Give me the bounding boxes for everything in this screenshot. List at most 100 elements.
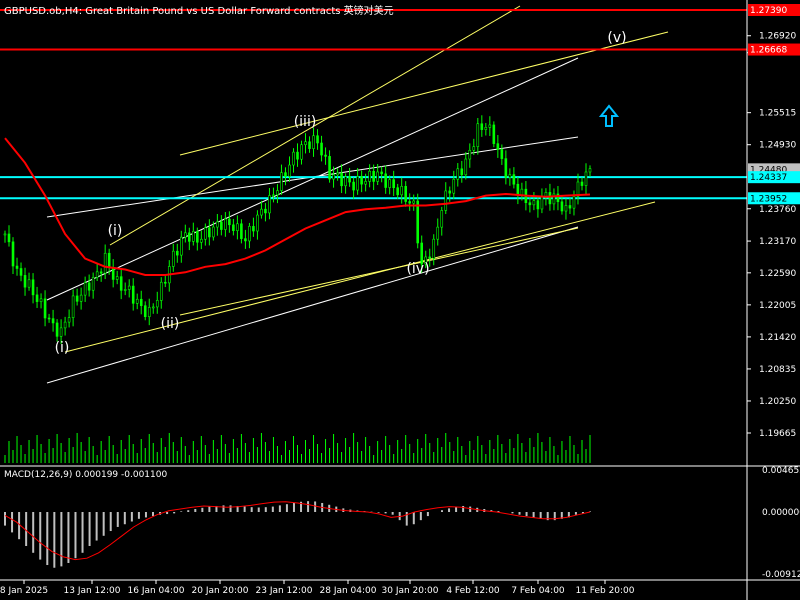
candle-body	[139, 298, 143, 306]
wave-label: (i)	[108, 223, 123, 239]
x-tick-label: 28 Jan 04:00	[320, 586, 377, 596]
macd-tick-label: 0.004652	[762, 466, 800, 476]
candle-body	[107, 252, 111, 268]
candle-body	[91, 277, 95, 291]
candle-body	[268, 195, 271, 214]
macd-label: MACD(12,26,9) 0.000199 -0.001100	[4, 470, 168, 480]
candle-body	[416, 200, 420, 244]
x-tick-label: 7 Feb 04:00	[511, 586, 565, 596]
candle-body	[79, 294, 83, 302]
candle-body	[488, 124, 492, 128]
up-arrow-icon	[598, 104, 620, 127]
candle-body	[364, 181, 367, 185]
price-tag	[748, 4, 800, 16]
moving-average-line	[4, 137, 591, 276]
candle-body	[244, 238, 247, 242]
candle-body	[123, 289, 127, 291]
candle-body	[396, 187, 399, 196]
x-tick-label: 8 Jan 2025	[0, 586, 48, 596]
x-tick-label: 13 Jan 12:00	[64, 586, 121, 596]
candle-body	[436, 226, 440, 240]
candle-body	[476, 123, 480, 147]
candle-body	[532, 200, 536, 206]
candle-body	[208, 227, 211, 238]
candle-body	[444, 190, 448, 211]
price-tag-label: 1.24480	[750, 165, 787, 175]
candle-body	[308, 141, 311, 149]
candle-body	[408, 201, 411, 204]
candle-body	[224, 218, 227, 230]
candle-body	[147, 307, 151, 317]
candle-body	[180, 236, 183, 256]
candle-body	[504, 158, 508, 178]
candle-body	[240, 223, 243, 239]
candle-body	[360, 176, 363, 185]
candle-body	[204, 227, 207, 240]
candle-body	[484, 127, 488, 130]
candle-body	[348, 176, 351, 183]
candle-body	[63, 321, 67, 329]
candle-body	[288, 164, 291, 177]
candle-body	[99, 271, 103, 274]
y-tick-label: 1.19665	[759, 429, 796, 439]
candle-body	[155, 300, 159, 308]
y-tick-label: 1.23170	[759, 237, 796, 247]
candle-body	[320, 142, 323, 156]
wave-label: (ii)	[161, 316, 180, 332]
candle-body	[159, 281, 163, 301]
candle-body	[572, 196, 576, 209]
macd-signal-line	[4, 501, 591, 561]
candle-body	[135, 298, 139, 304]
candle-body	[412, 200, 415, 204]
price-pane: (i) (i) (ii) (iii) (iv) (v)	[0, 5, 747, 463]
candle-body	[508, 174, 512, 178]
candle-body	[188, 232, 191, 242]
candle-body	[448, 190, 452, 194]
candle-body	[131, 285, 135, 304]
wave-label: (i)	[55, 340, 70, 356]
candle-body	[296, 151, 299, 160]
candle-body	[115, 276, 119, 280]
candle-body	[143, 305, 147, 317]
candle-body	[111, 267, 115, 280]
wave-label: (iii)	[294, 114, 317, 130]
candle-body	[528, 202, 532, 206]
candle-body	[356, 176, 359, 191]
candle-body	[556, 193, 560, 203]
price-tag	[748, 171, 800, 184]
candle-body	[496, 143, 500, 150]
candle-body	[580, 181, 584, 186]
candle-body	[312, 135, 315, 149]
candle-body	[440, 210, 444, 228]
candle-body	[372, 170, 375, 182]
candle-body	[47, 317, 51, 320]
candle-body	[184, 232, 187, 238]
macd-tick-label: 0.000000	[762, 508, 800, 518]
y-tick-label: 1.25515	[759, 109, 796, 119]
candle-body	[560, 201, 564, 212]
candle-body	[236, 223, 239, 231]
candle-body	[67, 317, 71, 323]
candle-body	[35, 294, 39, 302]
price-tag-label: 1.27390	[750, 6, 787, 16]
candle-body	[196, 231, 199, 243]
candle-body	[55, 322, 59, 337]
macd-pane	[4, 501, 591, 568]
channel-line	[46, 57, 579, 301]
price-tag-label: 1.23952	[750, 194, 787, 204]
y-tick-label: 1.21420	[759, 333, 796, 343]
candle-body	[23, 275, 27, 288]
trend-line	[179, 227, 579, 316]
candle-body	[19, 268, 23, 276]
x-tick-label: 4 Feb 12:00	[446, 586, 500, 596]
candle-body	[127, 285, 131, 290]
candle-body	[468, 149, 472, 160]
candle-body	[512, 174, 516, 185]
macd-tick-label: -0.009120	[762, 570, 800, 580]
candle-body	[344, 176, 347, 187]
candle-body	[460, 168, 464, 176]
candle-body	[300, 144, 303, 160]
candle-body	[424, 256, 428, 265]
